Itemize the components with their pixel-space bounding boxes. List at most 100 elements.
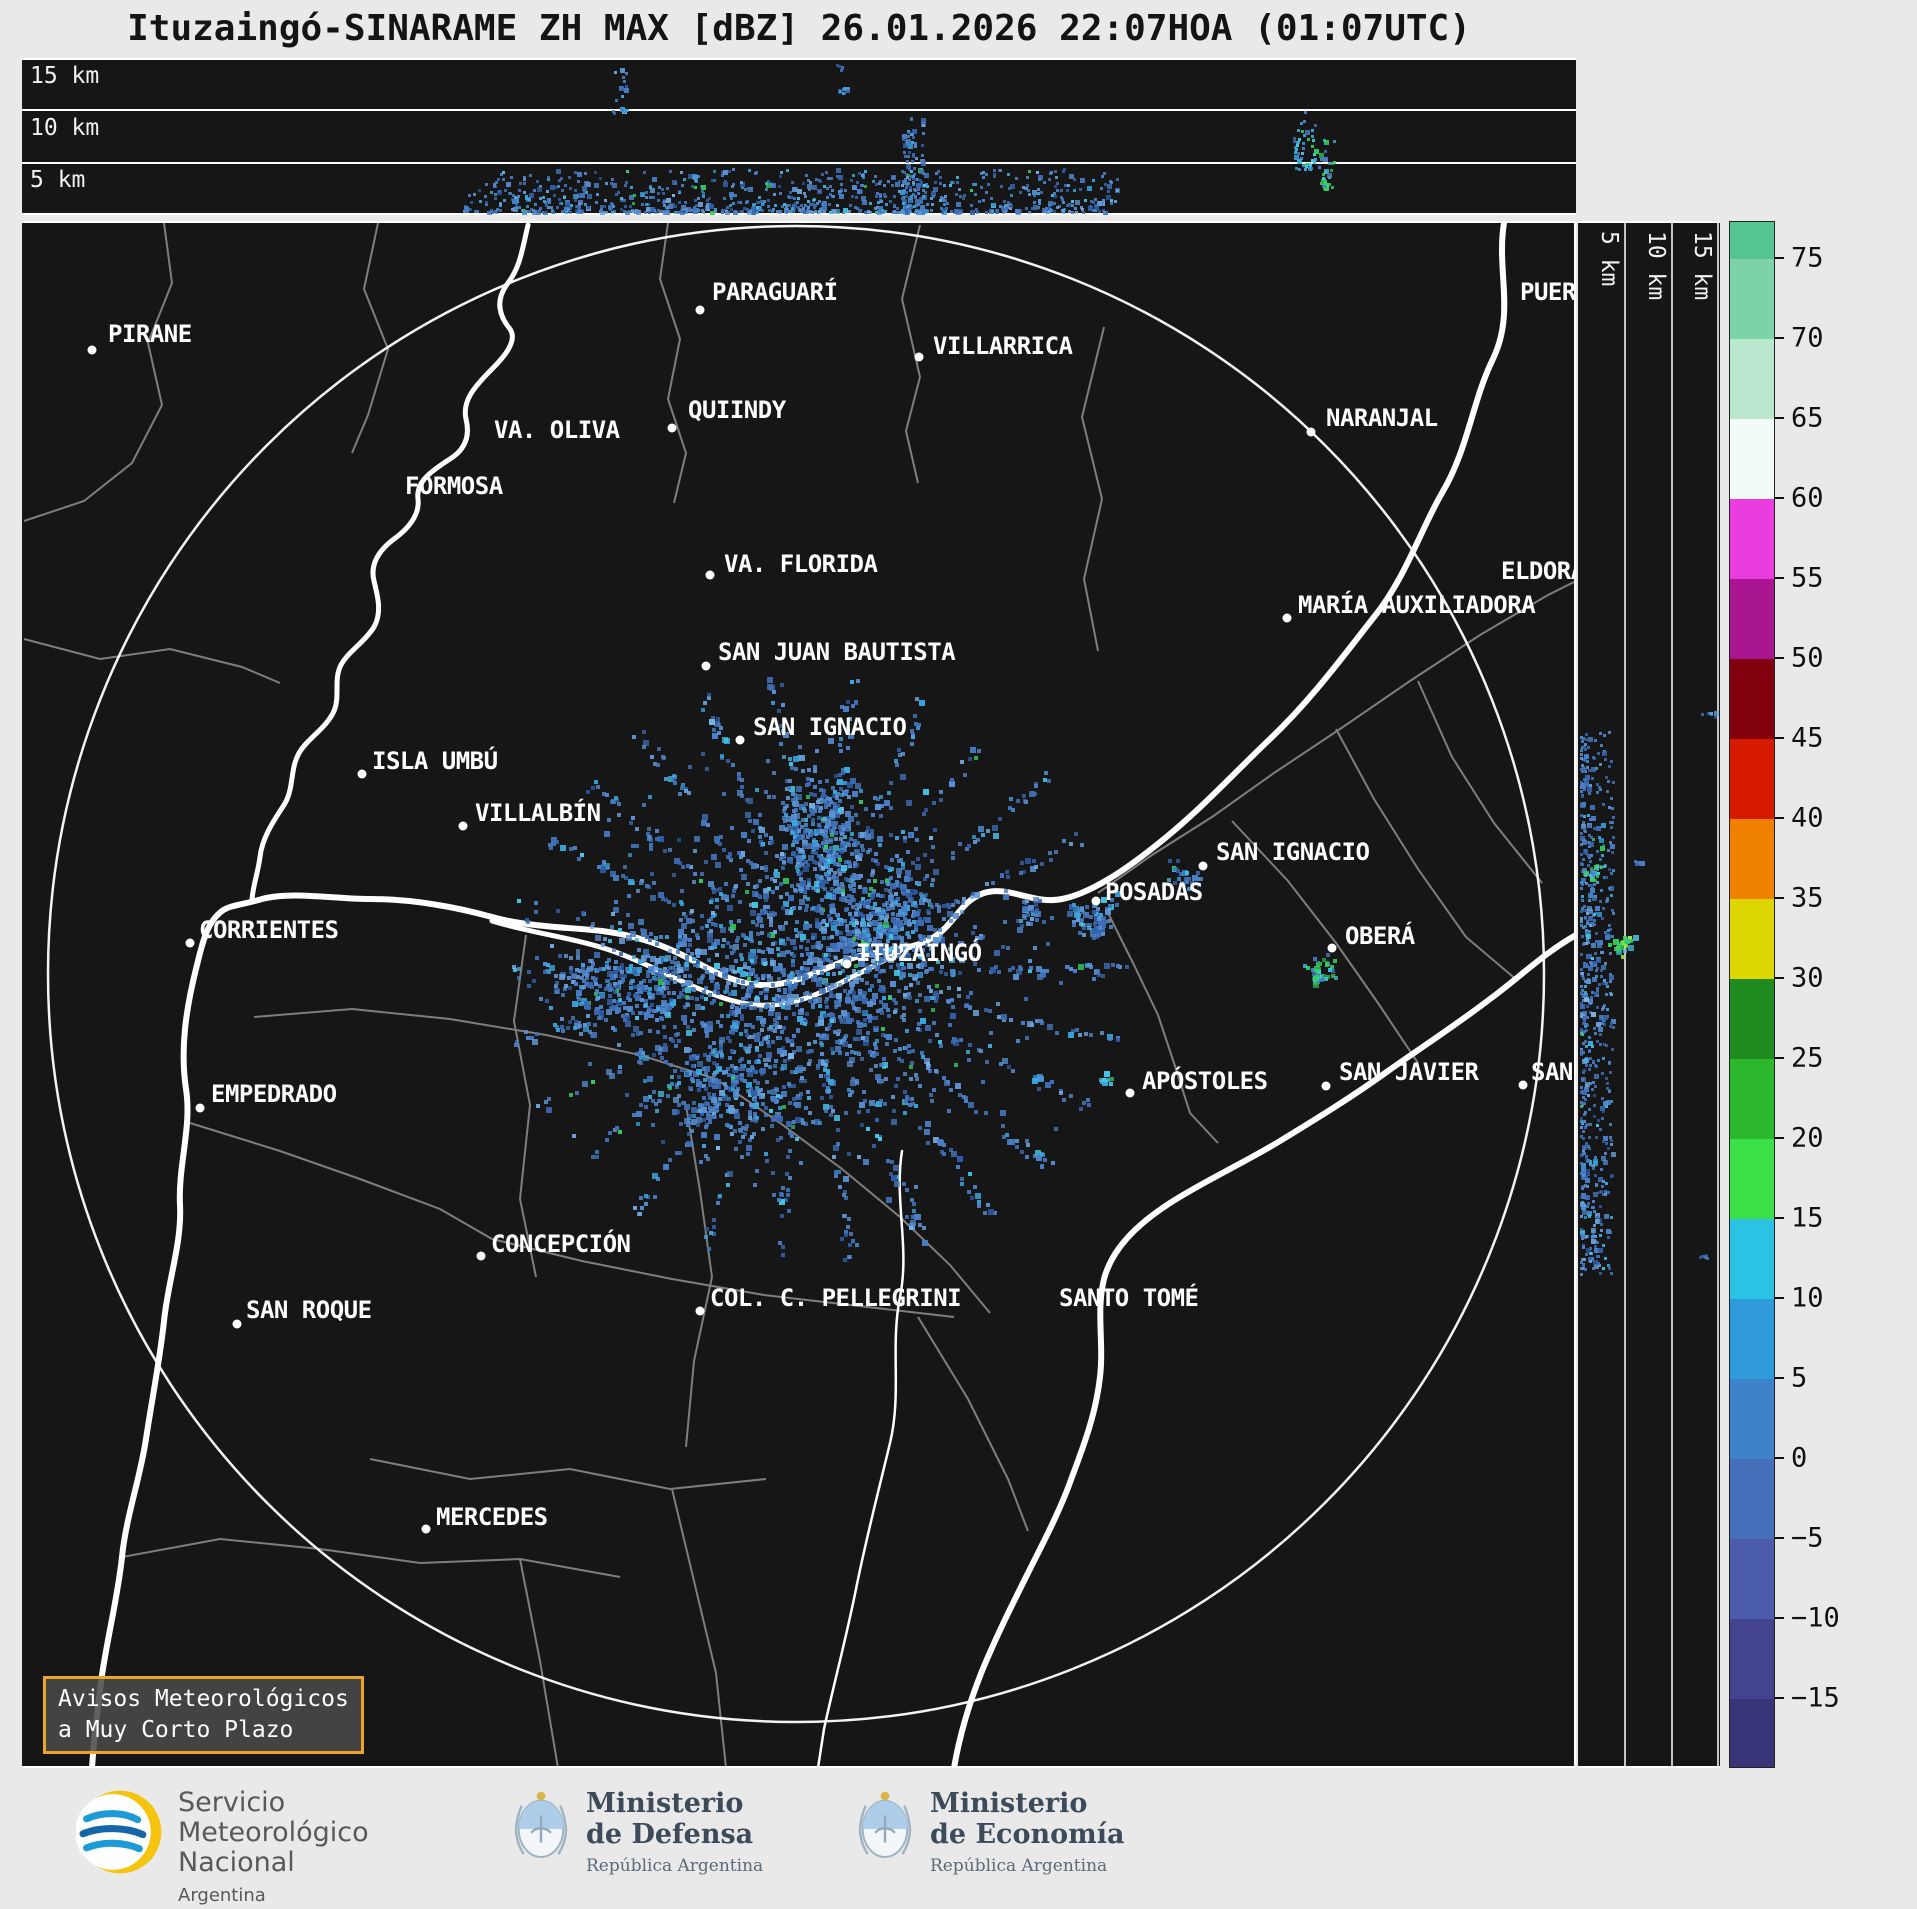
city-label: FORMOSA [405, 472, 503, 500]
colorbar-tick-label: 10 [1791, 1282, 1824, 1314]
city-label: SAN JUAN BAUTISTA [718, 638, 956, 666]
colorbar-tick [1775, 897, 1784, 899]
colorbar-tick [1775, 737, 1784, 739]
colorbar-tick-label: −5 [1791, 1522, 1824, 1554]
colorbar-tick-label: 0 [1791, 1442, 1808, 1474]
city-marker [1198, 861, 1208, 871]
city-label: VA. OLIVA [494, 416, 620, 444]
city-label: PIRANE [108, 320, 192, 348]
city-label: PARAGUARÍ [712, 278, 838, 306]
colorbar-tick [1775, 817, 1784, 819]
altitude-label-5km-right: 5 km [1596, 231, 1622, 287]
colorbar-tick [1775, 977, 1784, 979]
colorbar-tick [1775, 1297, 1784, 1299]
city-marker [695, 1306, 705, 1316]
altitude-label-10km: 10 km [30, 115, 100, 141]
colorbar-tick-label: 45 [1791, 722, 1824, 754]
city-label: APÓSTOLES [1142, 1067, 1268, 1095]
colorbar-tick [1775, 657, 1784, 659]
city-marker [458, 821, 468, 831]
smn-line: Meteorológico [178, 1817, 369, 1848]
city-label: NARANJAL [1326, 404, 1438, 432]
city-label: SAN IGNACIO [1216, 838, 1370, 866]
city-label: SAN ROQUE [246, 1296, 372, 1324]
colorbar-tick [1775, 1057, 1784, 1059]
colorbar-tick-label: 60 [1791, 482, 1824, 514]
colorbar-segment [1730, 1299, 1774, 1379]
ministry-title-line: de Defensa [586, 1819, 754, 1850]
ministry-subtitle: República Argentina [930, 1856, 1108, 1876]
colorbar-tick-label: −15 [1791, 1682, 1840, 1714]
city-marker [1327, 943, 1337, 953]
city-label: CORRIENTES [199, 916, 339, 944]
colorbar-tick-label: 70 [1791, 322, 1824, 354]
colorbar-segment [1730, 1139, 1774, 1219]
city-marker [1518, 1080, 1528, 1090]
city-marker [185, 938, 195, 948]
city-label: VA. FLORIDA [724, 550, 878, 578]
warning-line-1: Avisos Meteorológicos [58, 1686, 349, 1712]
right-cross-section-panel: 5 km 10 km 15 km [1578, 221, 1720, 1768]
colorbar-segment [1730, 1539, 1774, 1619]
city-marker [705, 570, 715, 580]
colorbar-tick [1775, 1457, 1784, 1459]
uruguay-river [951, 932, 1576, 1768]
city-marker [1091, 896, 1101, 906]
paraguay-river [249, 222, 531, 904]
colorbar-tick-label: 35 [1791, 882, 1824, 914]
colorbar-tick [1775, 577, 1784, 579]
ministry-title-line: Ministerio [586, 1788, 744, 1819]
colorbar-tick [1775, 1537, 1784, 1539]
colorbar-segment [1730, 419, 1774, 499]
economia-wordmark: Ministerio de Economía República Argenti… [930, 1788, 1124, 1876]
city-label: VILLALBÍN [475, 799, 601, 827]
colorbar-tick-label: −10 [1791, 1602, 1840, 1634]
colorbar-segment [1730, 979, 1774, 1059]
city-label: CONCEPCIÓN [491, 1230, 631, 1258]
colorbar-segment [1730, 739, 1774, 819]
city-marker [421, 1524, 431, 1534]
city-label: OBERÁ [1345, 922, 1415, 950]
top-cross-section-panel: 15 km 10 km 5 km [22, 58, 1576, 215]
city-label: MERCEDES [436, 1503, 548, 1531]
city-marker [357, 769, 367, 779]
radar-echo-field [512, 677, 1338, 1262]
colorbar-segment [1730, 1219, 1774, 1299]
city-marker [476, 1251, 486, 1261]
page-title: Ituzaingó-SINARAME ZH MAX [dBZ] 26.01.20… [127, 8, 1471, 49]
colorbar-tick [1775, 1697, 1784, 1699]
city-label: POSADAS [1105, 878, 1203, 906]
colorbar-segment [1730, 1459, 1774, 1539]
city-marker [1306, 427, 1316, 437]
colorbar-tick [1775, 257, 1784, 259]
city-markers [87, 305, 1528, 1534]
smn-logo-icon [76, 1790, 162, 1874]
map-frame [22, 221, 1576, 1768]
right-panel-frame [1578, 221, 1720, 1768]
colorbar-tick [1775, 1137, 1784, 1139]
colorbar-segment [1730, 819, 1774, 899]
colorbar-segment [1730, 659, 1774, 739]
colorbar-segment [1730, 499, 1774, 579]
colorbar-tick-label: 55 [1791, 562, 1824, 594]
colorbar-tick [1775, 1217, 1784, 1219]
altitude-label-15km: 15 km [30, 63, 100, 89]
colorbar-gradient [1729, 221, 1775, 1768]
map-panel: PIRANE PARAGUARÍ VILLARRICA QUIINDY VA. OLIV… [22, 221, 1576, 1768]
defensa-logo-group: Ministerio de Defensa República Argentin… [512, 1788, 763, 1876]
city-label: ELDORADO [1501, 557, 1576, 585]
colorbar-tick-label: 50 [1791, 642, 1824, 674]
colorbar-tick-label: 25 [1791, 1042, 1824, 1074]
colorbar-tick [1775, 417, 1784, 419]
city-label: SANTO TOMÉ [1059, 1284, 1199, 1312]
colorbar-segment [1730, 1699, 1774, 1767]
city-label: EMPEDRADO [211, 1080, 337, 1108]
colorbar-segment [1730, 899, 1774, 979]
smn-wordmark: Servicio Meteorológico Nacional Argentin… [178, 1788, 369, 1909]
colorbar-segment [1730, 259, 1774, 339]
colorbar-segment [1730, 339, 1774, 419]
defensa-wordmark: Ministerio de Defensa República Argentin… [586, 1788, 763, 1876]
province-borders [23, 222, 1576, 1768]
argentina-coat-of-arms-icon [514, 1791, 568, 1858]
ministry-title-line: de Economía [930, 1819, 1125, 1850]
